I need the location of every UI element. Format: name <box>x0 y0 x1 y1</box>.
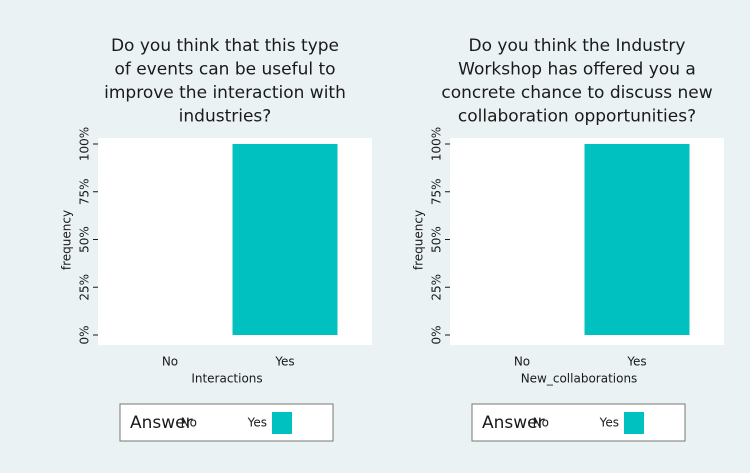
bar <box>232 144 338 335</box>
y-tick-label: 25% <box>430 274 444 301</box>
y-tick-label: 25% <box>78 274 92 301</box>
legend-label: No <box>533 416 549 430</box>
legend-label: No <box>181 416 197 430</box>
y-axis-label: frequency <box>412 210 426 270</box>
legend <box>471 403 686 442</box>
bar <box>584 144 690 335</box>
chart-title: collaboration opportunities? <box>458 107 696 127</box>
y-tick-label: 50% <box>78 226 92 253</box>
legend-title: Answer <box>130 413 193 433</box>
legend-title: Answer <box>482 413 545 433</box>
x-axis-label: Interactions <box>191 372 262 386</box>
chart-title: concrete chance to discuss new <box>441 83 712 103</box>
y-tick-label: 75% <box>78 178 92 205</box>
x-axis-label: New_collaborations <box>521 372 638 386</box>
x-tick-label: No <box>514 355 530 369</box>
legend-label: Yes <box>247 416 267 430</box>
chart-title: of events can be useful to <box>114 60 335 80</box>
legend-swatch <box>624 412 644 434</box>
legend-label: Yes <box>599 416 619 430</box>
legend-swatch <box>202 412 222 434</box>
chart-title: improve the interaction with <box>104 83 346 103</box>
y-tick-label: 75% <box>430 178 444 205</box>
y-tick-label: 0% <box>78 325 92 344</box>
chart-title: industries? <box>179 107 272 127</box>
legend-swatch <box>554 412 574 434</box>
x-tick-label: Yes <box>626 355 646 369</box>
chart-title: Workshop has offered you a <box>458 60 696 80</box>
legend-swatch <box>272 412 292 434</box>
legend <box>119 403 334 442</box>
y-tick-label: 50% <box>430 226 444 253</box>
x-tick-label: No <box>162 355 178 369</box>
x-tick-label: Yes <box>274 355 294 369</box>
y-tick-label: 0% <box>430 325 444 344</box>
y-tick-label: 100% <box>78 127 92 161</box>
chart-title: Do you think the Industry <box>469 36 686 56</box>
chart-title: Do you think that this type <box>111 36 339 56</box>
y-tick-label: 100% <box>430 127 444 161</box>
y-axis-label: frequency <box>60 210 74 270</box>
